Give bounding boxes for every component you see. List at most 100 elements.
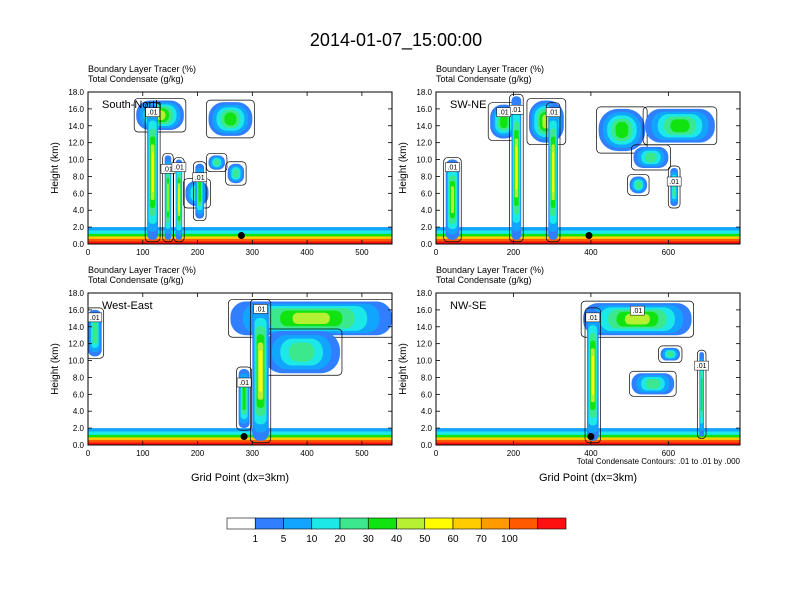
label-bar-swatch <box>452 517 482 530</box>
y-tick-label: 4.0 <box>73 407 85 416</box>
label-bar-swatch <box>339 517 369 530</box>
label-bar-value: 100 <box>501 534 518 545</box>
contour-label: .01 <box>163 166 173 173</box>
condensate-contour <box>236 366 252 431</box>
contour-label: .01 <box>239 380 249 387</box>
panel-header-tracer: Boundary Layer Tracer (%) <box>88 265 196 275</box>
label-bar-swatch <box>537 517 567 530</box>
condensate-contour <box>193 161 207 222</box>
y-tick-label: 16.0 <box>68 105 84 114</box>
anvil-layer <box>615 121 629 139</box>
plot-frame <box>435 91 741 245</box>
y-axis-title: Height (km) <box>50 142 61 194</box>
panel-header-condensate: Total Condensate (g/kg) <box>436 74 532 84</box>
y-tick-label: 18.0 <box>68 289 84 298</box>
updraft-column-layer <box>591 356 595 395</box>
x-tick-label: 400 <box>300 248 314 257</box>
label-bar-swatch <box>367 517 397 530</box>
condensate-contour <box>249 299 272 444</box>
anvil-layer <box>670 119 690 133</box>
updraft-column-layer <box>258 350 263 392</box>
y-tick-label: 0.0 <box>421 441 433 450</box>
contour-label: .01 <box>448 165 458 172</box>
y-tick-label: 0.0 <box>73 240 85 249</box>
y-tick-label: 10.0 <box>416 156 432 165</box>
y-tick-label: 2.0 <box>421 424 433 433</box>
y-tick-label: 18.0 <box>416 289 432 298</box>
label-bar-swatch <box>396 517 426 530</box>
contour-label-box <box>630 305 645 316</box>
location-marker <box>585 232 593 240</box>
panel-label: SW-NE <box>450 99 486 111</box>
updraft-column-layer <box>92 322 98 344</box>
y-tick-label: 6.0 <box>421 390 433 399</box>
condensate-contour <box>580 300 694 338</box>
y-tick-label: 14.0 <box>416 122 432 131</box>
contour-label-box <box>694 360 709 371</box>
location-marker <box>240 433 248 441</box>
condensate-contour <box>173 157 185 243</box>
panel-west-east: Boundary Layer Tracer (%)Total Condensat… <box>50 265 393 484</box>
x-axis-title: Grid Point (dx=3km) <box>191 472 289 484</box>
condensate-contour <box>696 349 707 439</box>
contour-label-box <box>192 172 207 183</box>
anvil-layer <box>224 112 237 126</box>
x-tick-label: 400 <box>584 248 598 257</box>
label-bar-value: 60 <box>447 534 459 545</box>
contour-label: .01 <box>90 315 100 322</box>
y-tick-label: 6.0 <box>73 189 85 198</box>
anvil-layer <box>624 313 650 325</box>
contour-label: .01 <box>697 363 707 370</box>
plot-area: .01 .01 .01 <box>436 293 740 445</box>
label-bar-value: 20 <box>334 534 346 545</box>
contour-label-box <box>253 304 268 314</box>
y-tick-label: 10.0 <box>68 357 84 366</box>
updraft-column-layer <box>198 180 201 202</box>
y-tick-label: 8.0 <box>421 373 433 382</box>
condensate-contour <box>144 102 161 243</box>
condensate-contour <box>206 152 228 173</box>
panel-header-condensate: Total Condensate (g/kg) <box>436 275 532 285</box>
anvil-layer <box>635 181 642 189</box>
panel-header-condensate: Total Condensate (g/kg) <box>88 74 184 84</box>
x-tick-label: 500 <box>355 449 369 458</box>
x-tick-label: 200 <box>507 248 521 257</box>
anvil-layer <box>213 159 220 166</box>
plot-frame <box>435 292 741 446</box>
contour-label-box <box>145 107 160 117</box>
x-axis-title: Grid Point (dx=3km) <box>539 472 637 484</box>
y-axis-title: Height (km) <box>398 343 409 395</box>
updraft-column-layer <box>552 152 555 193</box>
plot-frame <box>87 91 393 245</box>
condensate-contour <box>631 144 671 171</box>
condensate-contour <box>667 165 681 209</box>
label-bar-value: 70 <box>476 534 488 545</box>
condensate-contour <box>509 93 524 243</box>
panel-sw-ne: Boundary Layer Tracer (%)Total Condensat… <box>398 64 741 257</box>
y-tick-label: 4.0 <box>73 206 85 215</box>
panel-south-north: Boundary Layer Tracer (%)Total Condensat… <box>50 64 393 257</box>
x-tick-label: 300 <box>246 449 260 458</box>
label-bar-value: 5 <box>281 534 287 545</box>
y-tick-label: 10.0 <box>68 156 84 165</box>
panel-label: West-East <box>102 300 153 312</box>
updraft-column-layer <box>167 183 169 212</box>
condensate-contour <box>206 99 255 139</box>
y-tick-label: 10.0 <box>416 357 432 366</box>
panel-header-condensate: Total Condensate (g/kg) <box>88 275 184 285</box>
color-label-bar: 1 5 10 20 30 40 50 60 70 100 <box>226 517 567 545</box>
x-tick-label: 200 <box>191 248 205 257</box>
contour-label: .01 <box>195 175 205 182</box>
y-tick-label: 4.0 <box>421 407 433 416</box>
x-tick-label: 0 <box>86 248 91 257</box>
y-tick-label: 2.0 <box>73 424 85 433</box>
panel-nw-se: Boundary Layer Tracer (%)Total Condensat… <box>398 265 741 484</box>
anvil-layer <box>667 351 674 358</box>
contour-label: .01 <box>256 306 266 313</box>
x-tick-label: 200 <box>191 449 205 458</box>
y-tick-label: 14.0 <box>68 323 84 332</box>
x-tick-label: 300 <box>246 248 260 257</box>
contour-label-box <box>545 107 561 117</box>
boundary-layer-band <box>436 442 740 445</box>
anvil-layer <box>645 152 657 163</box>
